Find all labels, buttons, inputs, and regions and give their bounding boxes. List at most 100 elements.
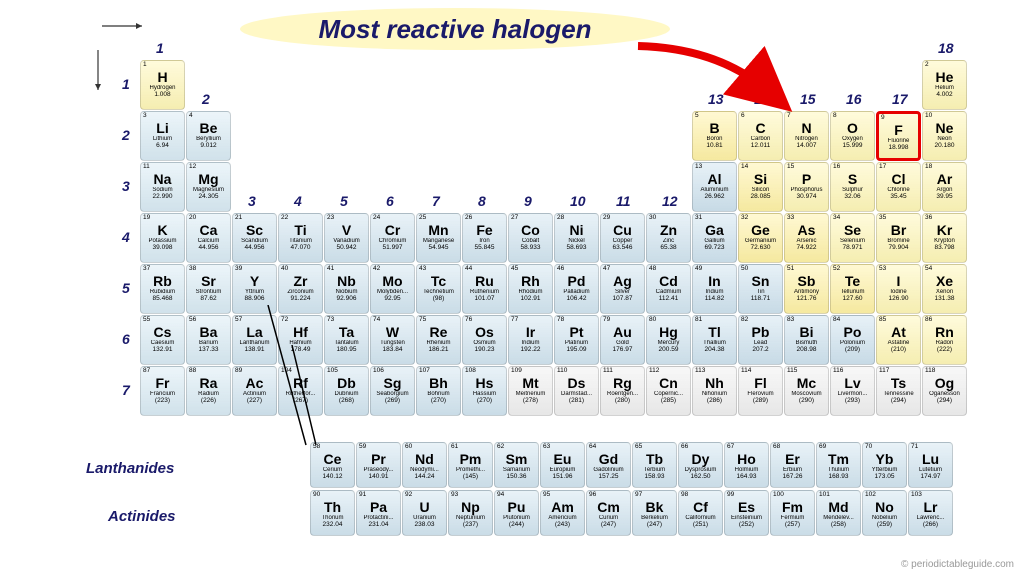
symbol: Dy [681,451,720,467]
symbol: Pr [359,451,398,467]
symbol: Bi [787,324,826,340]
name: Bromine [879,238,918,245]
mass: (289) [741,397,780,404]
element-Lu: 71LuLutetium174.97 [908,442,953,488]
mass: 88.906 [235,295,274,302]
symbol: Y [235,273,274,289]
symbol: Mo [373,273,412,289]
element-Pm: 61PmPromethi...(145) [448,442,493,488]
mass: 157.25 [589,473,628,480]
name: Tellurium [833,289,872,296]
mass: 30.974 [787,193,826,200]
name: Americium [543,515,582,522]
name: Rhodium [511,289,550,296]
symbol: Ho [727,451,766,467]
element-Es: 99EsEinsteinium(252) [724,490,769,536]
mass: (145) [451,473,490,480]
symbol: Li [143,120,182,136]
mass: 114.82 [695,295,734,302]
group-label-12: 12 [662,193,678,209]
period-label-3: 3 [122,178,130,194]
element-Pu: 94PuPlutonium(244) [494,490,539,536]
symbol: No [865,499,904,515]
element-Be: 4BeBeryllium9.012 [186,111,231,161]
mass: (270) [419,397,458,404]
element-Am: 95AmAmericium(243) [540,490,585,536]
symbol: He [925,69,964,85]
symbol: Al [695,171,734,187]
group-label-9: 9 [524,193,532,209]
symbol: K [143,222,182,238]
element-Tl: 81TlThallium204.38 [692,315,737,365]
symbol: Sn [741,273,780,289]
element-Ds: 110DsDarmstad...(281) [554,366,599,416]
symbol: Th [313,499,352,515]
mass: 174.97 [911,473,950,480]
element-Lv: 116LvLivermori...(293) [830,366,875,416]
element-Th: 90ThThorium232.04 [310,490,355,536]
mass: 151.96 [543,473,582,480]
element-Hs: 108HsHassium(270) [462,366,507,416]
element-O: 8OOxygen15.999 [830,111,875,161]
mass: 102.91 [511,295,550,302]
name: Silver [603,289,642,296]
symbol: H [143,69,182,85]
element-Tb: 65TbTerbium158.93 [632,442,677,488]
mass: 91.224 [281,295,320,302]
mass: 238.03 [405,521,444,528]
mass: 72.630 [741,244,780,251]
element-Bk: 97BkBerkelium(247) [632,490,677,536]
name: Nitrogen [787,136,826,143]
mass: (270) [465,397,504,404]
element-Nd: 60NdNeodymi...144.24 [402,442,447,488]
mass: 92.906 [327,295,366,302]
symbol: Ba [189,324,228,340]
element-Hg: 80HgMercury200.59 [646,315,691,365]
name: Manganese [419,238,458,245]
symbol: Bh [419,375,458,391]
period-label-6: 6 [122,331,130,347]
mass: 140.91 [359,473,398,480]
name: Curium [589,515,628,522]
symbol: Er [773,451,812,467]
symbol: Fl [741,375,780,391]
mass: (285) [649,397,688,404]
mass: (209) [833,346,872,353]
element-Mn: 25MnManganese54.945 [416,213,461,263]
element-Po: 84PoPolonium(209) [830,315,875,365]
group-label-8: 8 [478,193,486,209]
element-Na: 11NaSodium22.990 [140,162,185,212]
element-Tc: 43TcTechnetium(98) [416,264,461,314]
name: Oxygen [833,136,872,143]
symbol: W [373,324,412,340]
attribution: © periodictableguide.com [901,559,1014,570]
name: Phosphorus [787,187,826,194]
mass: 192.22 [511,346,550,353]
name: Chlorine [879,187,918,194]
name: Lithium [143,136,182,143]
element-Pt: 78PtPlatinum195.09 [554,315,599,365]
symbol: Pd [557,273,596,289]
element-Cd: 48CdCadmium112.41 [646,264,691,314]
element-Pr: 59PrPraseody...140.91 [356,442,401,488]
symbol: Gd [589,451,628,467]
name: Magnesium [189,187,228,194]
symbol: Cl [879,171,918,187]
symbol: Se [833,222,872,238]
mass: 55.845 [465,244,504,251]
symbol: Pm [451,451,490,467]
symbol: Nd [405,451,444,467]
mass: (259) [865,521,904,528]
mass: 1.008 [143,91,182,98]
mass: 118.71 [741,295,780,302]
mass: 24.305 [189,193,228,200]
name: Indium [695,289,734,296]
element-Cr: 24CrChromium51.997 [370,213,415,263]
mass: (258) [819,521,858,528]
mass: 39.95 [925,193,964,200]
group-label-4: 4 [294,193,302,209]
mass: 85.468 [143,295,182,302]
element-Sn: 50SnTin118.71 [738,264,783,314]
symbol: Sb [787,273,826,289]
symbol: Ne [925,120,964,136]
